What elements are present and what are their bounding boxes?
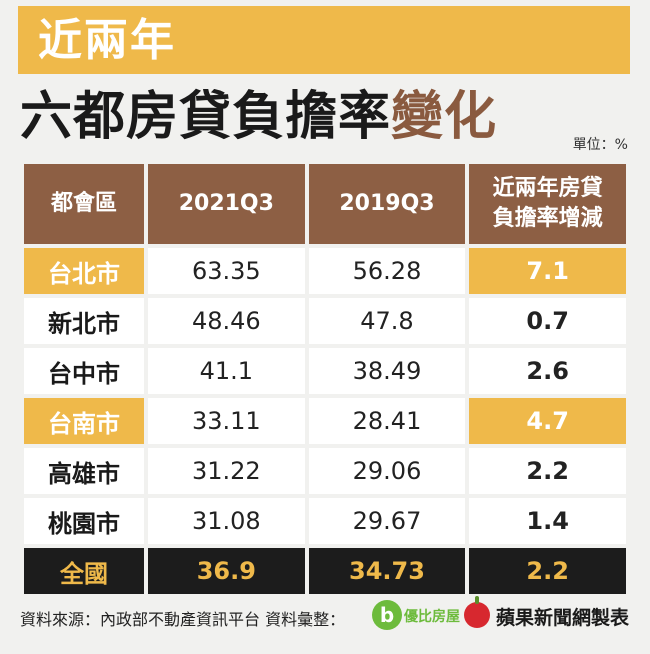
change-value: 2.2	[469, 548, 626, 594]
change-value: 2.2	[469, 448, 626, 494]
city-cell: 台北市	[24, 248, 144, 294]
credit-text: 蘋果新聞網製表	[496, 607, 630, 629]
column-header-change: 近兩年房貸負擔率增減	[469, 164, 626, 244]
table-row: 新北市 48.46 47.8 0.7	[24, 298, 626, 344]
yuebi-logo-text: 優比房屋	[404, 609, 460, 625]
value-2019q3: 34.73	[308, 548, 466, 594]
table-row: 高雄市 31.22 29.06 2.2	[24, 448, 626, 494]
change-value: 7.1	[469, 248, 626, 294]
city-cell: 台中市	[24, 348, 144, 394]
title-accent: 變化	[391, 87, 498, 147]
apple-logo-icon	[464, 596, 490, 628]
column-header-change-line1: 近兩年房貸	[492, 176, 603, 201]
source-text: 資料來源：內政部不動產資訊平台 資料彙整：	[20, 610, 346, 629]
unit-label: 單位：%	[572, 137, 628, 153]
footer: 資料來源：內政部不動產資訊平台 資料彙整： b 優比房屋 蘋果新聞網製表	[20, 596, 630, 634]
value-2021q3: 36.9	[148, 548, 305, 594]
value-2019q3: 38.49	[308, 348, 466, 394]
table-header-row: 都會區 2021Q3 2019Q3 近兩年房貸負擔率增減	[24, 164, 626, 244]
change-value: 4.7	[469, 398, 626, 444]
table-row: 台北市 63.35 56.28 7.1	[24, 248, 626, 294]
city-cell: 全國	[24, 548, 144, 594]
page-title: 六都房貸負擔率變化	[20, 84, 497, 150]
city-cell: 桃園市	[24, 498, 144, 544]
value-2021q3: 41.1	[148, 348, 305, 394]
column-header-region: 都會區	[24, 164, 144, 244]
value-2021q3: 31.08	[148, 498, 305, 544]
city-cell: 新北市	[24, 298, 144, 344]
value-2021q3: 33.11	[148, 398, 305, 444]
value-2019q3: 29.06	[308, 448, 466, 494]
table-row: 台中市 41.1 38.49 2.6	[24, 348, 626, 394]
subtitle: 近兩年	[38, 15, 176, 66]
value-2021q3: 31.22	[148, 448, 305, 494]
value-2021q3: 63.35	[148, 248, 305, 294]
city-cell: 台南市	[24, 398, 144, 444]
column-header-change-line2: 負擔率增減	[492, 206, 603, 231]
value-2021q3: 48.46	[148, 298, 305, 344]
subtitle-banner: 近兩年	[18, 6, 630, 74]
change-value: 0.7	[469, 298, 626, 344]
column-header-2019q3: 2019Q3	[308, 164, 466, 244]
table-row: 台南市 33.11 28.41 4.7	[24, 398, 626, 444]
city-cell: 高雄市	[24, 448, 144, 494]
table-row: 桃園市 31.08 29.67 1.4	[24, 498, 626, 544]
yuebi-logo-icon: b	[372, 600, 402, 630]
change-value: 1.4	[469, 498, 626, 544]
change-value: 2.6	[469, 348, 626, 394]
mortgage-burden-table: 都會區 2021Q3 2019Q3 近兩年房貸負擔率增減 台北市 63.35 56.…	[20, 160, 630, 598]
value-2019q3: 56.28	[308, 248, 466, 294]
value-2019q3: 47.8	[308, 298, 466, 344]
title-main: 六都房貸負擔率	[20, 87, 392, 147]
value-2019q3: 28.41	[308, 398, 466, 444]
value-2019q3: 29.67	[308, 498, 466, 544]
column-header-2021q3: 2021Q3	[148, 164, 305, 244]
table-row-total: 全國 36.9 34.73 2.2	[24, 548, 626, 594]
